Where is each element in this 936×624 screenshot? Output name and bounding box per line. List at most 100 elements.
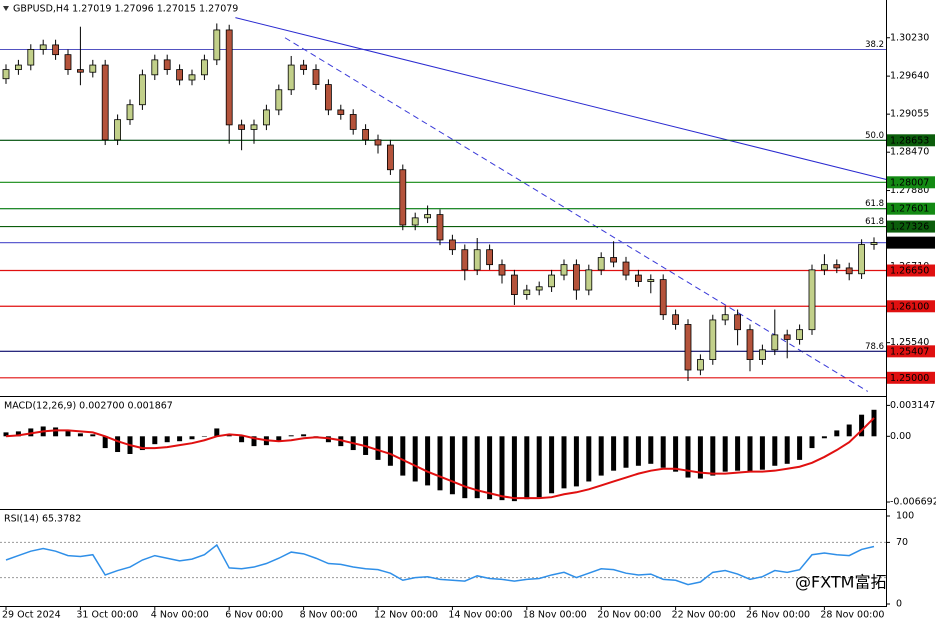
- macd-bar: [189, 436, 195, 440]
- macd-bar: [747, 436, 753, 472]
- candle-body: [721, 314, 729, 321]
- y-tick-label: -0.006692: [890, 497, 936, 508]
- candle-body: [114, 119, 121, 141]
- candle-body: [870, 242, 878, 245]
- macd-bar: [102, 436, 108, 449]
- candle-body: [523, 289, 531, 295]
- x-tick-label: 12 Nov 00:00: [374, 610, 438, 621]
- candle-body: [386, 144, 394, 171]
- candle-body: [796, 329, 803, 340]
- price-box: [887, 371, 935, 384]
- price-box: [887, 300, 935, 313]
- candle-body: [362, 129, 370, 141]
- candle-body: [548, 274, 555, 288]
- candle-body: [858, 244, 865, 275]
- candle-body: [200, 59, 208, 76]
- fib-label: 38.2: [865, 40, 884, 50]
- macd-bar: [722, 436, 728, 472]
- x-tick-label: 28 Nov 00:00: [820, 610, 884, 621]
- price-box-label: 1.27326: [890, 222, 929, 233]
- macd-bar: [685, 436, 691, 478]
- macd-bar: [139, 436, 145, 451]
- macd-bar: [859, 414, 865, 437]
- candle-body: [225, 29, 233, 126]
- price-box-label: 1.28007: [890, 177, 929, 188]
- candle-body: [622, 261, 630, 276]
- y-tick-label: 1.27880: [890, 185, 929, 196]
- price-box-label: 1.27601: [890, 204, 929, 215]
- macd-bar: [623, 436, 629, 468]
- candle-body: [486, 249, 494, 266]
- price-box: [887, 176, 935, 189]
- candle-body: [510, 274, 518, 295]
- macd-bar: [697, 436, 703, 479]
- macd-bar: [239, 436, 245, 443]
- macd-bar: [288, 435, 294, 437]
- candle-body: [14, 64, 22, 71]
- macd-title: MACD(12,26,9) 0.002700 0.001867: [4, 401, 173, 412]
- price-box: [887, 345, 935, 358]
- macd-bar: [487, 436, 493, 500]
- macd-bar: [846, 424, 852, 437]
- x-tick-label: 8 Nov 00:00: [300, 610, 358, 621]
- macd-bar: [3, 432, 9, 437]
- candle-body: [2, 69, 10, 80]
- candle-body: [759, 349, 766, 360]
- price-box-label: 1.25407: [890, 346, 929, 357]
- macd-bar: [710, 436, 716, 476]
- y-tick-label: 1.25540: [890, 337, 929, 348]
- candle-body: [126, 104, 134, 121]
- candle-body: [672, 314, 679, 325]
- main-title: GBPUSD,H4 1.27019 1.27096 1.27015 1.2707…: [13, 4, 238, 15]
- candle-body: [597, 257, 605, 271]
- candle-body: [560, 264, 568, 276]
- candle-body: [535, 286, 543, 291]
- macd-bar: [15, 431, 21, 437]
- price-box: [887, 264, 935, 277]
- price-box: [887, 220, 935, 233]
- macd-bar: [536, 436, 542, 498]
- macd-bar: [561, 436, 567, 489]
- candle-body: [573, 264, 580, 291]
- macd-bar: [412, 436, 418, 482]
- candle-body: [163, 59, 171, 71]
- macd-bar: [648, 436, 654, 464]
- macd-bar: [660, 436, 666, 468]
- price-box: [887, 236, 935, 249]
- fib-label: 78.6: [865, 342, 884, 352]
- candle-body: [461, 249, 469, 271]
- fib-label: 61.8: [865, 217, 884, 227]
- candle-body: [101, 64, 109, 141]
- macd-bar: [53, 427, 59, 437]
- macd-bar: [549, 436, 555, 494]
- candle-body: [89, 64, 97, 73]
- macd-bar: [387, 436, 393, 466]
- candle-body: [808, 269, 816, 331]
- x-tick-label: 14 Nov 00:00: [448, 610, 512, 621]
- macd-bar: [611, 436, 617, 471]
- macd-bar: [524, 436, 530, 500]
- x-tick-label: 31 Oct 00:00: [76, 610, 138, 621]
- candle-body: [238, 124, 246, 130]
- x-tick-label: 22 Nov 00:00: [672, 610, 736, 621]
- macd-bar: [201, 436, 207, 437]
- candle-body: [176, 69, 184, 81]
- candle-body: [77, 69, 84, 73]
- price-box-label: 1.25000: [890, 373, 929, 384]
- candle-body: [213, 29, 221, 61]
- candle-body: [64, 54, 72, 71]
- candle-body: [424, 214, 432, 219]
- y-tick-label: 1.29055: [890, 109, 929, 120]
- candle-body: [659, 279, 667, 316]
- macd-bar: [276, 436, 282, 442]
- macd-bar: [90, 434, 96, 437]
- macd-bar: [784, 436, 790, 464]
- watermark: @FXTM富拓: [795, 573, 886, 592]
- macd-bar: [425, 436, 431, 486]
- candle-body: [709, 319, 717, 360]
- macd-bar: [673, 436, 679, 472]
- x-tick-label: 29 Oct 2024: [2, 610, 61, 621]
- candle-body: [138, 74, 146, 106]
- price-box-label: 1.27079: [890, 238, 929, 249]
